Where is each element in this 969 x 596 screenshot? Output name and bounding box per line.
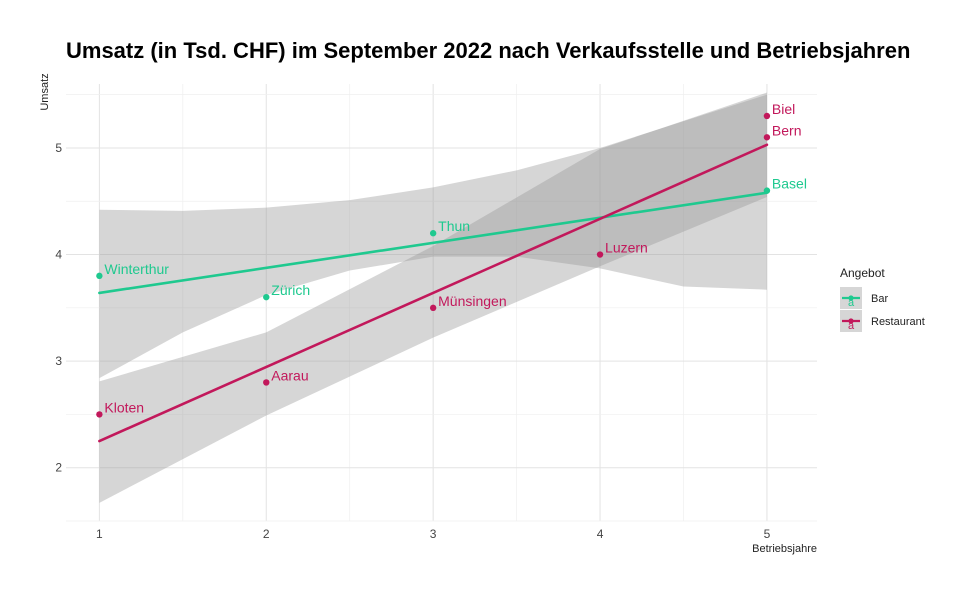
data-point bbox=[763, 134, 771, 141]
fit-lines bbox=[98, 143, 769, 443]
y-tick-label: 2 bbox=[55, 461, 62, 475]
x-tick-label: 2 bbox=[263, 527, 270, 541]
fit-line-bar bbox=[98, 191, 769, 295]
x-tick-label: 4 bbox=[597, 527, 604, 541]
data-point bbox=[763, 187, 771, 194]
data-point bbox=[263, 293, 270, 301]
data-points: Winterthur Zürich Thun Basel Kloten Aarau Müns… bbox=[96, 101, 807, 418]
data-label: Kloten bbox=[104, 399, 144, 415]
data-point bbox=[96, 411, 103, 418]
legend-key-glyph: a bbox=[848, 297, 855, 309]
legend-key-point bbox=[848, 318, 854, 324]
legend: Angebot a Bar a Restaurant bbox=[840, 266, 925, 332]
data-label: Basel bbox=[772, 176, 807, 192]
data-point bbox=[96, 272, 103, 280]
data-label: Bern bbox=[772, 122, 802, 138]
confidence-band-restaurant bbox=[99, 92, 767, 503]
legend-key-point bbox=[848, 295, 854, 301]
data-label: Münsingen bbox=[438, 293, 507, 309]
data-point bbox=[596, 251, 604, 258]
grid bbox=[66, 84, 817, 522]
fit-line-restaurant bbox=[98, 143, 769, 443]
y-tick-label: 5 bbox=[55, 141, 62, 155]
data-label: Winterthur bbox=[104, 261, 169, 277]
x-tick-label: 3 bbox=[430, 527, 437, 541]
data-point bbox=[263, 379, 270, 386]
data-point bbox=[429, 304, 437, 312]
y-axis-label: Umsatz bbox=[39, 73, 51, 110]
chart-title: Umsatz (in Tsd. CHF) im September 2022 n… bbox=[66, 38, 910, 63]
data-label: Biel bbox=[772, 101, 795, 117]
legend-key-glyph: a bbox=[848, 320, 855, 332]
x-tick-label: 1 bbox=[96, 527, 103, 541]
data-label: Zürich bbox=[271, 282, 310, 298]
data-label: Thun bbox=[438, 218, 470, 234]
data-label: Aarau bbox=[271, 367, 308, 383]
data-label: Luzern bbox=[605, 240, 648, 256]
data-point bbox=[429, 230, 437, 237]
legend-title: Angebot bbox=[840, 266, 885, 280]
x-tick-label: 5 bbox=[764, 527, 771, 541]
legend-label: Restaurant bbox=[871, 316, 925, 328]
x-axis-label: Betriebsjahre bbox=[752, 543, 817, 555]
data-point bbox=[763, 112, 771, 120]
y-tick-label: 3 bbox=[55, 354, 62, 368]
y-tick-label: 4 bbox=[55, 248, 62, 262]
legend-label: Bar bbox=[871, 293, 888, 305]
tick-labels: 1 2 3 4 5 2 3 4 5 bbox=[55, 141, 770, 541]
